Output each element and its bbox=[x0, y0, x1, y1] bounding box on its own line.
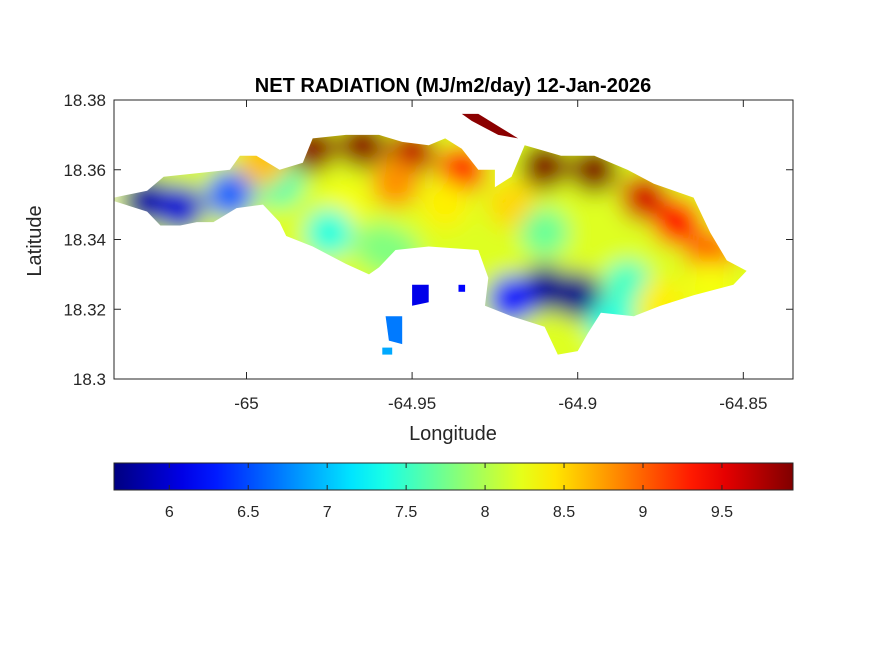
x-axis-ticks: -65 -64.95 -64.9 -64.85 bbox=[234, 100, 767, 413]
y-tick-label: 18.3 bbox=[73, 370, 106, 389]
colorbar-tick-label: 7 bbox=[323, 504, 332, 521]
chart-title: NET RADIATION (MJ/m2/day) 12-Jan-2026 bbox=[255, 75, 651, 97]
y-tick-label: 18.34 bbox=[63, 231, 106, 250]
field-sample-6 bbox=[338, 134, 387, 170]
field-sample-16 bbox=[305, 208, 354, 257]
field-sample-25 bbox=[636, 278, 685, 327]
field-sample-26 bbox=[686, 260, 735, 309]
y-tick-label: 18.32 bbox=[63, 300, 106, 319]
colorbar-tick-label: 7.5 bbox=[395, 504, 417, 521]
island-0 bbox=[461, 113, 519, 139]
field-sample-12 bbox=[653, 198, 702, 247]
colorbar: 6 6.5 7 7.5 8 8.5 9 9.5 bbox=[113, 462, 794, 521]
colorbar-scale bbox=[113, 462, 794, 491]
colorbar-tick-label: 6.5 bbox=[237, 504, 259, 521]
island-2 bbox=[385, 316, 403, 345]
colorbar-tick-label: 8 bbox=[481, 504, 490, 521]
field-sample-31 bbox=[371, 229, 420, 278]
colorbar-tick-label: 9 bbox=[639, 504, 648, 521]
island-4 bbox=[458, 284, 466, 292]
plot-area: -65 -64.95 -64.9 -64.85 18.3 18.32 18.34 18.36… bbox=[63, 91, 794, 413]
y-tick-label: 18.36 bbox=[63, 161, 106, 180]
y-tick-label: 18.38 bbox=[63, 91, 106, 110]
field-sample-20 bbox=[520, 208, 569, 257]
field-sample-1 bbox=[156, 184, 205, 233]
field-sample-5 bbox=[288, 134, 337, 173]
field-sample-22 bbox=[553, 271, 602, 320]
island-1 bbox=[412, 284, 429, 306]
colorbar-tick-label: 9.5 bbox=[711, 504, 733, 521]
field-sample-10 bbox=[570, 145, 619, 194]
x-tick-label: -65 bbox=[234, 394, 259, 413]
field-sample-4 bbox=[239, 138, 287, 187]
radiation-field bbox=[114, 134, 747, 355]
colorbar-tick-label: 8.5 bbox=[553, 504, 575, 521]
field-sample-11 bbox=[620, 173, 668, 222]
y-axis-label: Latitude bbox=[24, 205, 46, 276]
y-axis-ticks: 18.3 18.32 18.34 18.36 18.38 bbox=[63, 91, 793, 389]
field-sample-23 bbox=[487, 274, 536, 323]
colorbar-ticks: 6 6.5 7 7.5 8 8.5 9 9.5 bbox=[165, 463, 733, 521]
islands bbox=[382, 113, 519, 355]
x-axis-label: Longitude bbox=[409, 423, 497, 445]
field-sample-19 bbox=[487, 180, 536, 229]
field-sample-15 bbox=[371, 159, 420, 208]
field-sample-9 bbox=[520, 142, 569, 191]
field-sample-18 bbox=[421, 180, 470, 229]
x-tick-label: -64.95 bbox=[388, 394, 436, 413]
island-3 bbox=[382, 347, 393, 355]
colorbar-tick-label: 6 bbox=[165, 504, 174, 521]
x-tick-label: -64.85 bbox=[719, 394, 767, 413]
x-tick-label: -64.9 bbox=[558, 394, 597, 413]
field-sample-27 bbox=[586, 299, 635, 348]
field-sample-2 bbox=[205, 170, 254, 219]
